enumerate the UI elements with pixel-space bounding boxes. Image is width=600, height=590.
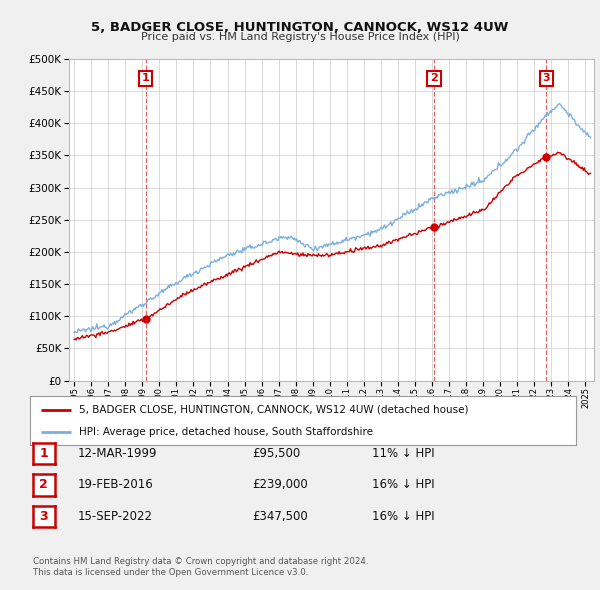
Text: 11% ↓ HPI: 11% ↓ HPI — [372, 447, 434, 460]
Text: 1: 1 — [40, 447, 48, 460]
Text: This data is licensed under the Open Government Licence v3.0.: This data is licensed under the Open Gov… — [33, 568, 308, 577]
Text: 19-FEB-2016: 19-FEB-2016 — [78, 478, 154, 491]
Text: 3: 3 — [40, 510, 48, 523]
Text: £95,500: £95,500 — [252, 447, 300, 460]
Text: 2: 2 — [40, 478, 48, 491]
Text: £347,500: £347,500 — [252, 510, 308, 523]
Text: 15-SEP-2022: 15-SEP-2022 — [78, 510, 153, 523]
Text: Contains HM Land Registry data © Crown copyright and database right 2024.: Contains HM Land Registry data © Crown c… — [33, 558, 368, 566]
Text: 5, BADGER CLOSE, HUNTINGTON, CANNOCK, WS12 4UW (detached house): 5, BADGER CLOSE, HUNTINGTON, CANNOCK, WS… — [79, 405, 469, 415]
Text: 12-MAR-1999: 12-MAR-1999 — [78, 447, 157, 460]
Text: 16% ↓ HPI: 16% ↓ HPI — [372, 478, 434, 491]
Text: 2: 2 — [430, 73, 438, 83]
Text: 16% ↓ HPI: 16% ↓ HPI — [372, 510, 434, 523]
Text: £239,000: £239,000 — [252, 478, 308, 491]
Text: Price paid vs. HM Land Registry's House Price Index (HPI): Price paid vs. HM Land Registry's House … — [140, 32, 460, 42]
Text: 1: 1 — [142, 73, 149, 83]
Text: 5, BADGER CLOSE, HUNTINGTON, CANNOCK, WS12 4UW: 5, BADGER CLOSE, HUNTINGTON, CANNOCK, WS… — [91, 21, 509, 34]
Text: 3: 3 — [542, 73, 550, 83]
Text: HPI: Average price, detached house, South Staffordshire: HPI: Average price, detached house, Sout… — [79, 427, 373, 437]
